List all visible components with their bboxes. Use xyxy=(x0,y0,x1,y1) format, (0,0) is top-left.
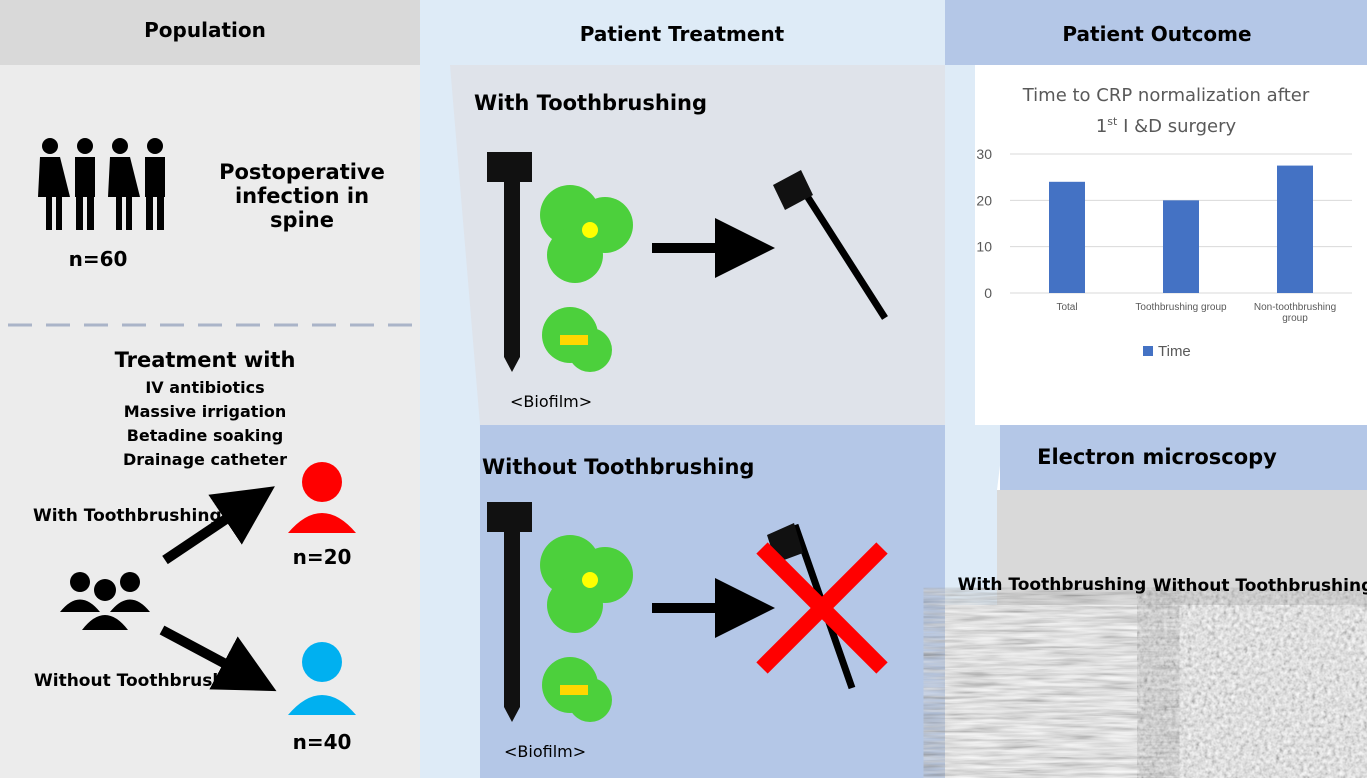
section-title: Without Toothbrushing xyxy=(482,455,755,479)
title-line: 1 xyxy=(1095,116,1108,137)
count: n=40 xyxy=(292,730,352,754)
section-title: With Toothbrushing xyxy=(474,91,708,115)
treatment-item: Betadine soaking xyxy=(126,426,284,445)
x-tick-label: Total xyxy=(1056,302,1078,313)
group-label: Without Toothbrushing xyxy=(34,671,255,691)
header: Patient Treatment xyxy=(579,22,785,46)
population-label: Postoperative infection in spine xyxy=(219,160,385,232)
image-label: Without Toothbrushing xyxy=(1152,576,1367,596)
group-label: With Toothbrushing xyxy=(33,506,222,526)
biofilm-label: <Biofilm> xyxy=(510,392,593,411)
treatment-item: Massive irrigation xyxy=(123,402,287,421)
image-label: With Toothbrushing xyxy=(957,575,1147,595)
treatment-title: Treatment with xyxy=(114,348,296,372)
header: Population xyxy=(144,18,266,42)
title-line: Time to CRP normalization after xyxy=(1022,85,1310,106)
header: Patient Outcome xyxy=(1062,22,1252,46)
biofilm-label: <Biofilm> xyxy=(504,742,587,761)
count: n=60 xyxy=(68,247,128,271)
title-sup: st xyxy=(1107,115,1118,128)
treatment-item: Drainage catheter xyxy=(122,450,288,469)
count: n=20 xyxy=(292,545,352,569)
x-tick-label: Toothbrushing group xyxy=(1135,302,1227,313)
chart-title: Time to CRP normalization after 1st I &D … xyxy=(1023,83,1310,140)
section-title: Electron microscopy xyxy=(1037,445,1277,469)
title-line: I &D surgery xyxy=(1117,116,1237,137)
x-tick-label: Non-toothbrushing group xyxy=(1253,302,1337,324)
treatment-item: IV antibiotics xyxy=(145,378,265,397)
